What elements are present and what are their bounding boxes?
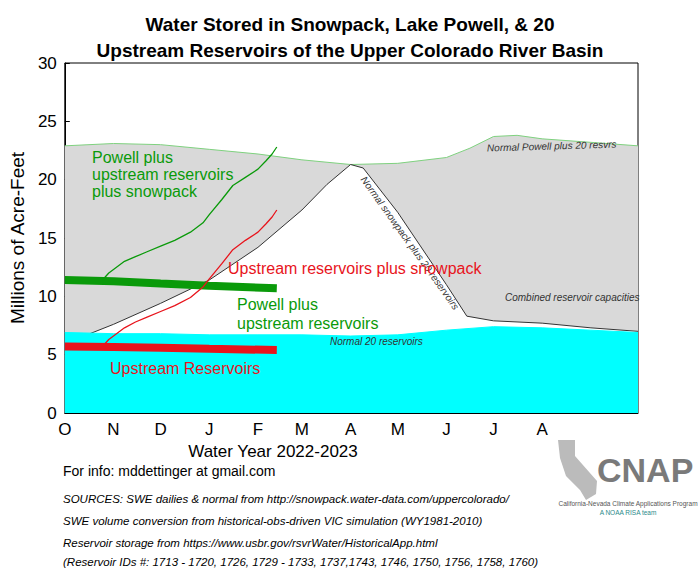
svg-text:Reservoir storage from https:/: Reservoir storage from https://www.usbr.… <box>63 537 438 549</box>
svg-text:SOURCES: SWE dailies & normal: SOURCES: SWE dailies & normal from http:… <box>63 493 511 505</box>
svg-text:SWE volume conversion from his: SWE volume conversion from historical-ob… <box>63 515 482 527</box>
svg-text:Normal 20 reservoirs: Normal 20 reservoirs <box>330 336 423 347</box>
svg-text:J: J <box>442 420 451 439</box>
svg-text:plus snowpack: plus snowpack <box>92 183 198 200</box>
svg-text:15: 15 <box>38 229 57 248</box>
svg-text:A NOAA RISA team: A NOAA RISA team <box>600 509 657 516</box>
svg-text:M: M <box>295 420 309 439</box>
svg-text:5: 5 <box>47 345 56 364</box>
svg-text:upstream reservoirs: upstream reservoirs <box>237 315 378 332</box>
svg-text:Upstream reservoirs plus snowp: Upstream reservoirs plus snowpack <box>228 260 482 277</box>
svg-text:F: F <box>253 420 263 439</box>
svg-text:upstream reservoirs: upstream reservoirs <box>92 166 233 183</box>
svg-text:Combined reservoir capacities: Combined reservoir capacities <box>505 292 640 303</box>
svg-text:Upstream Reservoirs: Upstream Reservoirs <box>110 360 260 377</box>
svg-text:M: M <box>391 420 405 439</box>
svg-text:D: D <box>154 420 166 439</box>
svg-text:N: N <box>107 420 119 439</box>
svg-text:J: J <box>489 420 498 439</box>
svg-text:For info: mddettinger at gmail: For info: mddettinger at gmail.com <box>63 463 275 479</box>
svg-text:25: 25 <box>38 112 57 131</box>
svg-text:Upstream Reservoirs of the Upp: Upstream Reservoirs of the Upper Colorad… <box>97 40 604 61</box>
svg-text:Normal Powell plus 20 resvrs: Normal Powell plus 20 resvrs <box>487 139 617 154</box>
svg-text:20: 20 <box>38 170 57 189</box>
svg-text:Water Stored in Snowpack, Lake: Water Stored in Snowpack, Lake Powell, &… <box>146 14 555 35</box>
svg-text:Millions of Acre-Feet: Millions of Acre-Feet <box>7 151 28 324</box>
svg-text:Powell plus: Powell plus <box>92 149 173 166</box>
svg-text:O: O <box>58 420 71 439</box>
svg-text:A: A <box>537 420 549 439</box>
svg-text:Water Year 2022-2023: Water Year 2022-2023 <box>188 442 358 461</box>
svg-text:California-Nevada Climate Appl: California-Nevada Climate Applications P… <box>558 500 697 508</box>
svg-text:0: 0 <box>47 404 56 423</box>
svg-text:CNAP: CNAP <box>597 451 693 489</box>
svg-text:10: 10 <box>38 287 57 306</box>
svg-text:30: 30 <box>38 54 57 73</box>
svg-text:Powell plus: Powell plus <box>237 296 318 313</box>
svg-text:A: A <box>345 420 357 439</box>
svg-text:Normal snowpack plus 20 reserv: Normal snowpack plus 20 reservoirs <box>359 174 462 311</box>
svg-text:(Reservoir IDs #: 1713 - 1720,: (Reservoir IDs #: 1713 - 1720, 1726, 172… <box>63 556 538 568</box>
svg-text:J: J <box>205 420 214 439</box>
